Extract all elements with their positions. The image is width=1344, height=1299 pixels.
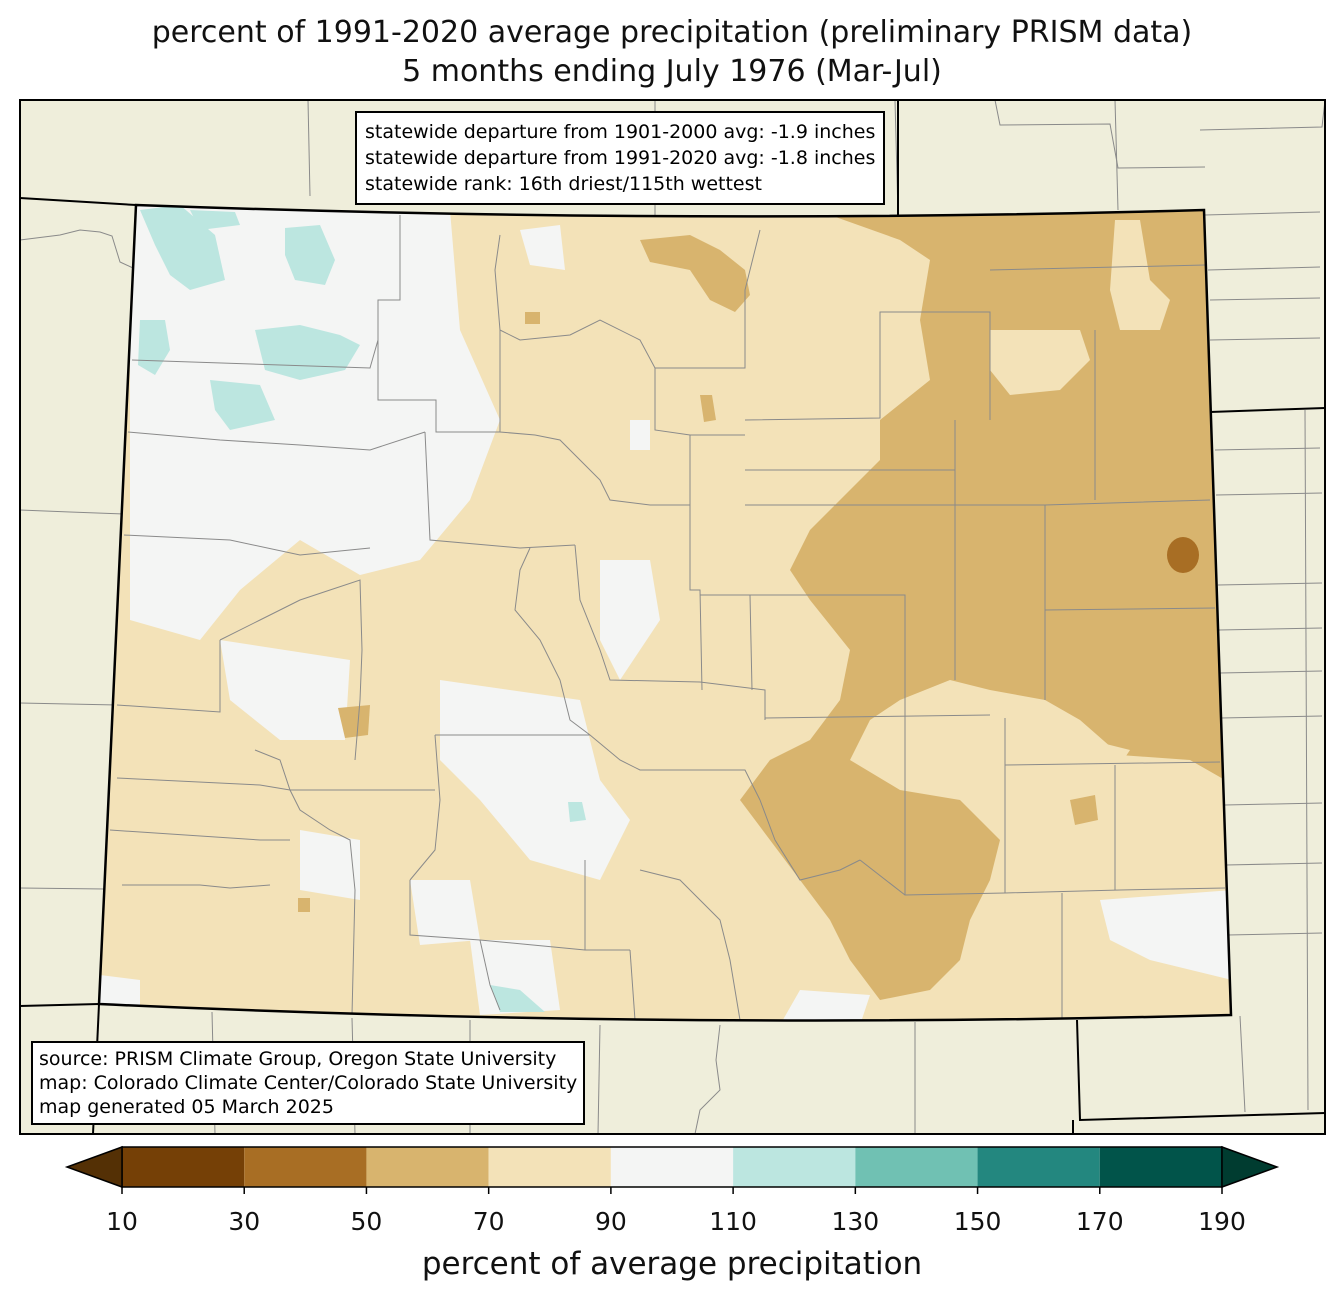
- colorbar-bin-110-130: [733, 1147, 856, 1187]
- stat-rank: statewide rank: 16th driest/115th wettes…: [365, 173, 762, 195]
- colorbar-tick-label: 30: [228, 1207, 261, 1236]
- colorbar-label: percent of average precipitation: [421, 1246, 923, 1282]
- source-box: source: PRISM Climate Group, Oregon Stat…: [31, 1041, 586, 1125]
- stat-departure-1991-2020: statewide departure from 1991-2020 avg: …: [365, 147, 876, 169]
- map-title: percent of 1991-2020 average precipitati…: [151, 15, 1193, 50]
- colorbar-bin-50-70: [366, 1147, 489, 1187]
- source-line: source: PRISM Climate Group, Oregon Stat…: [39, 1048, 557, 1070]
- colorado-county-lines: [109, 215, 1226, 1021]
- colorbar-bin-10-30: [122, 1147, 245, 1187]
- colorbar-tick-label: 50: [350, 1207, 383, 1236]
- colorbar-tick-label: 170: [1075, 1207, 1124, 1236]
- colorbar-tick-label: 110: [709, 1207, 757, 1236]
- colorbar-bin-170-190: [1099, 1147, 1222, 1187]
- colorbar-over-arrow: [1221, 1145, 1280, 1189]
- colorbar-bin-150-170: [977, 1147, 1100, 1187]
- colorbar-outline: [121, 1146, 1223, 1188]
- statewide-stats-box: statewide departure from 1901-2000 avg: …: [355, 111, 886, 205]
- colorbar-bin-90-110: [610, 1147, 734, 1187]
- colorbar-bin-70-90: [488, 1147, 611, 1187]
- map-subtitle: 5 months ending July 1976 (Mar-Jul): [402, 54, 942, 89]
- colorbar-tick-label: 130: [831, 1207, 880, 1236]
- colorbar-tick-label: 190: [1198, 1207, 1246, 1236]
- colorbar-tick-label: 150: [953, 1207, 1002, 1236]
- colorbar-tick-label: 10: [106, 1207, 138, 1236]
- precipitation-map: [19, 99, 1326, 1135]
- colorbar-bin-30-50: [244, 1147, 367, 1187]
- generated-date-line: map generated 05 March 2025: [39, 1096, 334, 1118]
- map-frame: [19, 99, 1326, 1135]
- colorado-precip-field: [99, 205, 1231, 1021]
- colorbar-bin-130-150: [855, 1147, 978, 1187]
- stat-departure-1901-2000: statewide departure from 1901-2000 avg: …: [365, 121, 876, 143]
- colorbar-tick-label: 90: [594, 1207, 627, 1236]
- colorbar-under-arrow: [64, 1145, 123, 1189]
- colorado-border: [97, 203, 1233, 1022]
- colorbar-tick-label: 70: [472, 1207, 505, 1236]
- map-credit-line: map: Colorado Climate Center/Colorado St…: [39, 1072, 578, 1094]
